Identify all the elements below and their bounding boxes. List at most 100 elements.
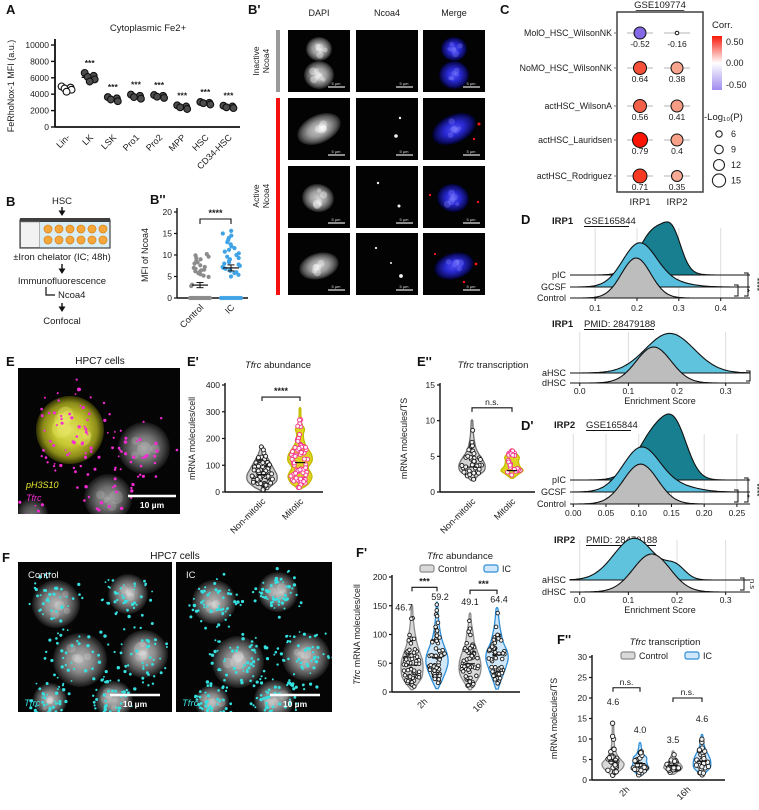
svg-text:Ncoa4: Ncoa4 [374, 8, 400, 18]
svg-text:IC: IC [186, 570, 196, 581]
svg-text:0.0: 0.0 [574, 386, 586, 396]
svg-text:15: 15 [731, 176, 741, 186]
svg-text:Inactive: Inactive [251, 46, 261, 76]
svg-text:Mitotic: Mitotic [492, 496, 518, 522]
svg-text:MolO_HSC_WilsonNK: MolO_HSC_WilsonNK [524, 28, 612, 38]
panel-f: F HPC7 cells Control Tfrc 10 µm IC Tfrc 10 µm [0, 548, 340, 728]
svg-text:****: **** [752, 483, 759, 497]
svg-text:*: * [742, 494, 752, 498]
svg-text:Tfrc: Tfrc [182, 698, 199, 709]
svg-text:25: 25 [578, 673, 588, 683]
svg-text:100: 100 [373, 630, 387, 640]
svg-text:100: 100 [206, 460, 220, 470]
svg-text:5 µm: 5 µm [332, 149, 342, 154]
panel-e-prime: E' 0 100 200 300 400 Tfrc abundance mRNA molec… [183, 350, 343, 562]
svg-text:150: 150 [373, 601, 387, 611]
svg-text:Non-mitotic: Non-mitotic [438, 496, 478, 536]
svg-text:Tfrc mRNA molecules/cell: Tfrc mRNA molecules/cell [352, 584, 362, 685]
svg-text:0.1: 0.1 [622, 386, 634, 396]
panel-a-chart: 0 2000 4000 6000 8000 10000 Cytoplasmic Fe2+ Fe… [6, 23, 240, 171]
svg-text:16h: 16h [471, 696, 489, 714]
svg-text:aHSC: aHSC [542, 575, 567, 585]
svg-text:15: 15 [578, 714, 588, 724]
svg-text:Tfrc transcription: Tfrc transcription [458, 360, 529, 371]
svg-text:0.50: 0.50 [726, 37, 744, 47]
panel-ep-label: E' [187, 354, 199, 369]
svg-text:5 µm: 5 µm [332, 81, 342, 86]
svg-text:Control: Control [537, 293, 566, 303]
svg-text:IC: IC [703, 651, 713, 661]
schematic-stain-label: Ncoa4 [58, 290, 85, 301]
svg-text:5 µm: 5 µm [332, 284, 342, 289]
svg-text:Ncoa4: Ncoa4 [261, 48, 271, 73]
svg-text:mRNA molecules/TS: mRNA molecules/TS [549, 678, 559, 759]
svg-text:****: **** [274, 386, 289, 396]
panel-b-doubleprime: B'' 0 5 10 15 20 MFI of Ncoa4 Control IC **** [138, 188, 260, 388]
svg-text:actHSC_Rodriguez: actHSC_Rodriguez [537, 171, 612, 181]
svg-text:0.3: 0.3 [720, 386, 732, 396]
svg-text:5 µm: 5 µm [400, 217, 410, 222]
svg-text:IRP2: IRP2 [666, 197, 687, 208]
svg-text:50: 50 [378, 658, 388, 668]
svg-text:0.10: 0.10 [630, 508, 647, 518]
svg-text:5 µm: 5 µm [467, 149, 477, 154]
schematic-immuno-label: Immunofluorescence [18, 276, 106, 287]
panel-e-doubleprime: E'' 0 5 10 15 Tfrc transcription mRNA molecul… [393, 350, 555, 562]
panel-bpp-label: B'' [150, 192, 166, 207]
svg-text:0.0: 0.0 [574, 595, 586, 605]
svg-text:49.1: 49.1 [461, 597, 479, 607]
svg-text:10 µm: 10 µm [283, 699, 308, 709]
svg-text:***: *** [419, 576, 430, 586]
panel-f-label: F [2, 550, 10, 565]
svg-text:0.35: 0.35 [669, 182, 686, 192]
svg-text:10: 10 [426, 416, 436, 426]
svg-text:****: **** [752, 278, 759, 292]
svg-text:MPP: MPP [167, 132, 188, 153]
svg-text:Mitotic: Mitotic [280, 496, 306, 522]
svg-text:200: 200 [206, 434, 220, 444]
svg-text:10: 10 [163, 250, 173, 260]
svg-text:0.38: 0.38 [669, 74, 686, 84]
svg-text:4000: 4000 [30, 89, 49, 99]
svg-text:5 µm: 5 µm [332, 217, 342, 222]
panel-b-label: B [6, 194, 16, 209]
svg-text:****: **** [208, 208, 223, 218]
svg-text:0: 0 [167, 293, 172, 303]
svg-text:400: 400 [206, 380, 220, 390]
panel-f-images: Control Tfrc 10 µm IC Tfrc 10 µm [18, 562, 332, 712]
svg-text:n.s.: n.s. [681, 687, 695, 697]
svg-text:Tfrc: Tfrc [24, 698, 41, 709]
svg-text:PMID: 28479188: PMID: 28479188 [584, 319, 655, 330]
svg-text:6000: 6000 [30, 73, 49, 83]
svg-text:***: *** [85, 58, 96, 68]
panel-f-prime: F' 0 50 100 150 200 Tfrc abundance Tfrc mRNA m… [348, 543, 543, 728]
svg-text:Tfrc abundance: Tfrc abundance [245, 360, 311, 371]
panel-a-label: A [6, 2, 16, 17]
svg-text:10 µm: 10 µm [140, 500, 165, 510]
svg-text:0.00: 0.00 [726, 58, 744, 68]
svg-text:Active: Active [251, 184, 261, 207]
svg-text:Tfrc abundance: Tfrc abundance [427, 551, 493, 562]
svg-text:0.2: 0.2 [671, 386, 683, 396]
svg-text:5 µm: 5 µm [467, 217, 477, 222]
svg-text:5: 5 [167, 272, 172, 282]
svg-text:Merge: Merge [441, 8, 467, 18]
svg-text:0.2: 0.2 [671, 595, 683, 605]
svg-text:2000: 2000 [30, 106, 49, 116]
svg-text:Control: Control [28, 570, 59, 581]
svg-text:GCSF: GCSF [541, 487, 567, 497]
panel-ep-chart: 0 100 200 300 400 Tfrc abundance mRNA molecule… [187, 360, 323, 536]
svg-text:16h: 16h [675, 784, 693, 802]
panel-e: E HPC7 cells pH3S10 Tfrc 10 µm [0, 352, 183, 524]
svg-text:12: 12 [731, 160, 741, 170]
panel-fpp-chart: 0 5 10 15 20 25 30 Tfrc transcription mRNA molec… [549, 637, 725, 802]
svg-text:30: 30 [578, 652, 588, 662]
svg-text:5 µm: 5 µm [400, 81, 410, 86]
svg-text:300: 300 [206, 407, 220, 417]
svg-text:10000: 10000 [25, 40, 49, 50]
svg-text:aHSC: aHSC [542, 368, 567, 378]
svg-text:0: 0 [44, 122, 49, 132]
svg-text:0.25: 0.25 [729, 508, 746, 518]
